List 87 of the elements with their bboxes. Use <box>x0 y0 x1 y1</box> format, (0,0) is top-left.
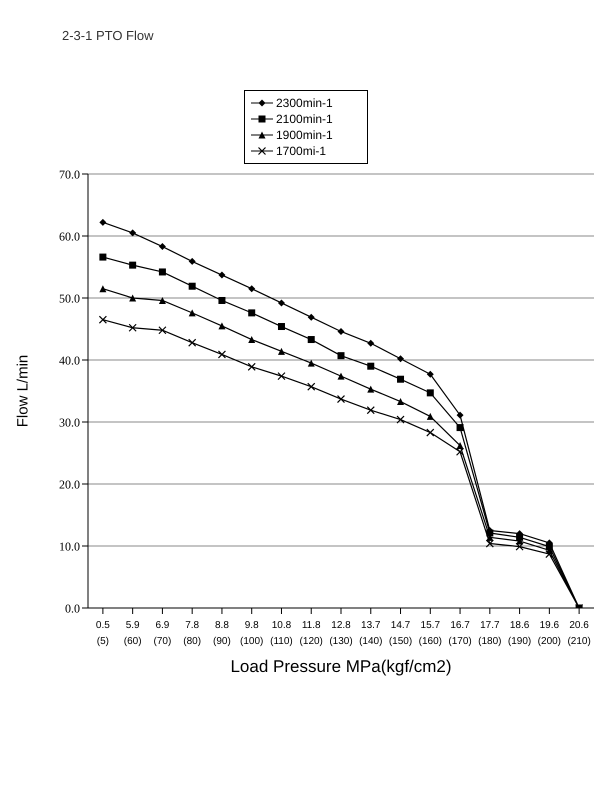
point <box>158 268 166 276</box>
point <box>486 539 494 548</box>
point <box>307 382 316 391</box>
x-tick-label: 15.7 (160) <box>418 620 442 647</box>
point <box>426 389 434 396</box>
point <box>456 412 464 419</box>
x-tick-label: 7.8 (80) <box>183 620 202 647</box>
legend-label: 2300min-1 <box>276 96 333 110</box>
point <box>367 386 374 393</box>
point <box>308 314 315 321</box>
point <box>129 262 136 269</box>
legend-label: 1900min-1 <box>276 128 333 142</box>
point <box>99 254 106 261</box>
point <box>396 415 405 424</box>
y-tick-label: 60.0 <box>59 229 80 244</box>
point <box>426 428 434 437</box>
x-tick-label: 9.8 (100) <box>240 620 264 647</box>
point <box>188 309 196 316</box>
point <box>278 299 285 306</box>
point <box>99 285 106 292</box>
point <box>248 309 256 316</box>
y-axis-title: Flow L/min <box>14 354 32 428</box>
point <box>367 340 374 347</box>
legend-label: 1700mi-1 <box>276 144 326 158</box>
x-tick-label: 19.6 (200) <box>538 620 562 647</box>
y-tick-label: 70.0 <box>59 167 80 182</box>
point <box>426 412 434 420</box>
x-tick-label: 11.8 (120) <box>300 620 323 647</box>
legend-label: 2100min-1 <box>276 112 333 126</box>
y-tick-label: 30.0 <box>59 415 80 430</box>
point <box>456 424 464 432</box>
x-tick-label: 0.5 (5) <box>96 620 110 647</box>
point <box>128 324 137 332</box>
point <box>308 360 315 367</box>
point <box>188 258 196 265</box>
point <box>456 442 464 450</box>
x-tick-label: 13.7 (140) <box>359 620 382 647</box>
x-tick-label: 14.7 (150) <box>388 620 412 647</box>
point <box>277 372 286 380</box>
point <box>158 326 167 334</box>
point <box>158 296 166 304</box>
point <box>397 355 404 362</box>
point <box>515 542 524 551</box>
point <box>218 272 226 279</box>
y-tick-label: 20.0 <box>59 477 80 492</box>
y-tick-label: 40.0 <box>59 353 80 368</box>
y-tick-label: 0.0 <box>65 601 80 616</box>
x-tick-label: 18.6 (190) <box>508 620 532 647</box>
point <box>248 362 256 371</box>
x-tick-label: 8.8 (90) <box>213 620 231 647</box>
point <box>338 352 344 360</box>
point <box>278 323 285 330</box>
point <box>278 348 285 355</box>
x-axis-title: Load Pressure MPa(kgf/cm2) <box>230 657 452 676</box>
point <box>456 448 464 456</box>
point <box>218 296 226 304</box>
x-tick-label: 16.7 (170) <box>448 620 472 647</box>
point <box>99 218 106 226</box>
point <box>338 328 344 335</box>
point <box>188 338 196 347</box>
point <box>129 229 136 236</box>
x-tick-label: 17.7 (180) <box>478 620 502 647</box>
point <box>308 336 315 344</box>
x-tick-label: 20.6 (210) <box>567 620 591 647</box>
point <box>486 529 494 536</box>
chart-title: 2-3-1 PTO Flow <box>62 28 154 43</box>
point <box>397 376 404 383</box>
y-tick-label: 50.0 <box>59 291 80 306</box>
point <box>158 243 166 250</box>
x-tick-label: 10.8 (110) <box>270 620 293 647</box>
point <box>338 372 344 380</box>
point <box>188 282 196 290</box>
point <box>366 406 375 414</box>
point <box>426 370 434 378</box>
point <box>218 322 226 330</box>
x-tick-label: 12.8 (130) <box>329 620 353 647</box>
point <box>367 362 374 370</box>
y-tick-label: 10.0 <box>59 539 80 554</box>
point <box>397 398 404 406</box>
point <box>248 336 256 344</box>
x-tick-label: 6.9 (70) <box>154 620 172 647</box>
point <box>129 294 136 302</box>
point <box>218 350 226 359</box>
point <box>248 285 256 292</box>
x-tick-label: 5.9 (60) <box>124 620 142 647</box>
point <box>98 316 107 324</box>
point <box>336 394 346 404</box>
